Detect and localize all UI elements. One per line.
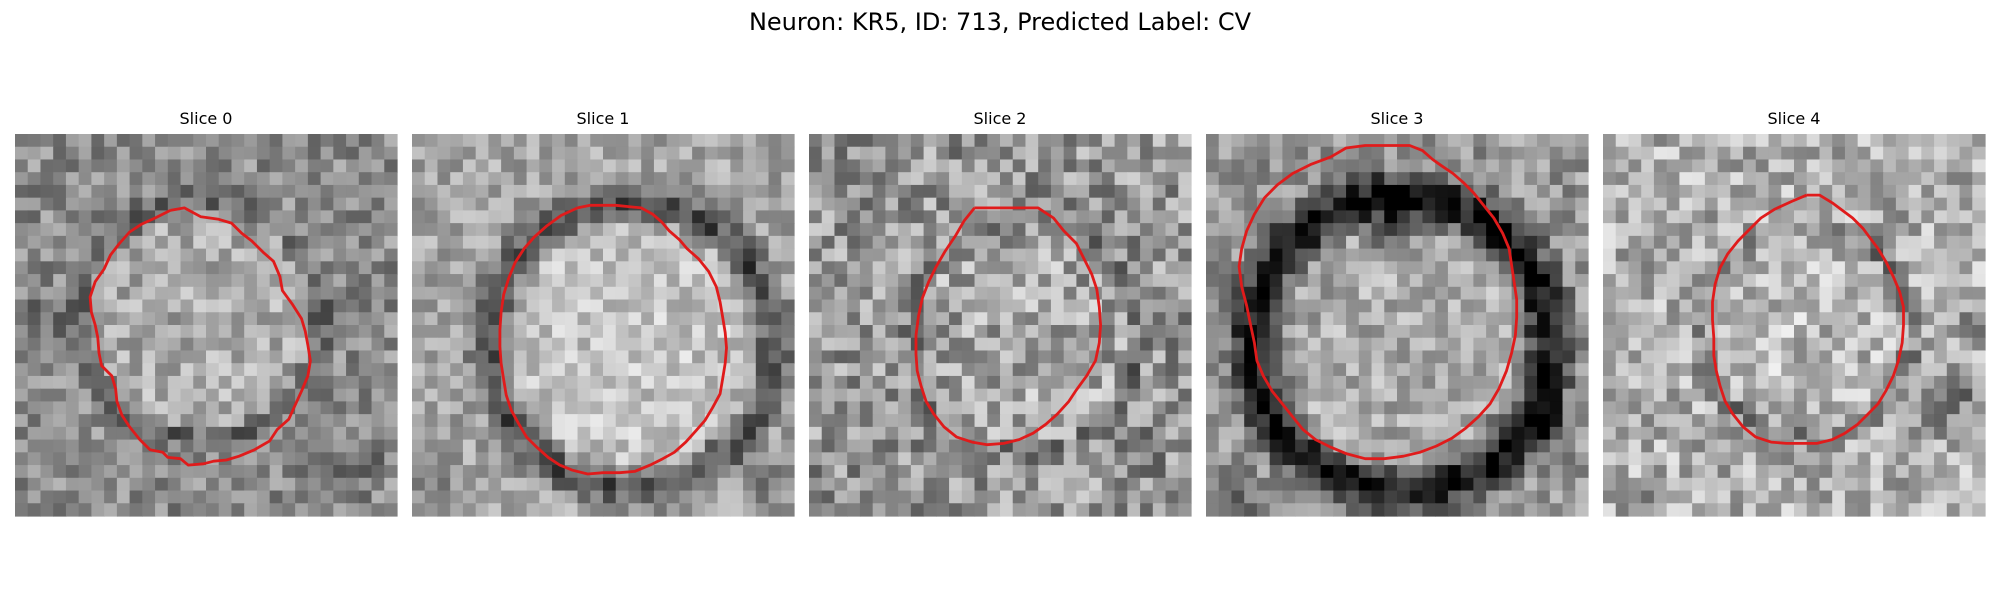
panel-title: Slice 2	[974, 109, 1027, 128]
panel-image	[15, 134, 398, 517]
panel-title: Slice 4	[1768, 109, 1821, 128]
panel-image	[809, 134, 1192, 517]
panel-slice-1: Slice 1	[412, 109, 795, 517]
panel-title: Slice 0	[180, 109, 233, 128]
panel-title: Slice 1	[577, 109, 630, 128]
roi-contour	[1711, 193, 1905, 445]
roi-contour	[914, 206, 1103, 447]
figure-title: Neuron: KR5, ID: 713, Predicted Label: C…	[749, 8, 1252, 36]
panel-slice-4: Slice 4	[1603, 109, 1986, 517]
panel-slice-0: Slice 0	[15, 109, 398, 517]
roi-contour	[498, 203, 728, 476]
panel-slice-3: Slice 3	[1206, 109, 1589, 517]
panel-title: Slice 3	[1371, 109, 1424, 128]
panel-image	[1603, 134, 1986, 517]
panel-image	[412, 134, 795, 517]
panel-slice-2: Slice 2	[809, 109, 1192, 517]
roi-contour	[1237, 144, 1519, 461]
roi-contour	[88, 206, 312, 467]
panel-image	[1206, 134, 1589, 517]
